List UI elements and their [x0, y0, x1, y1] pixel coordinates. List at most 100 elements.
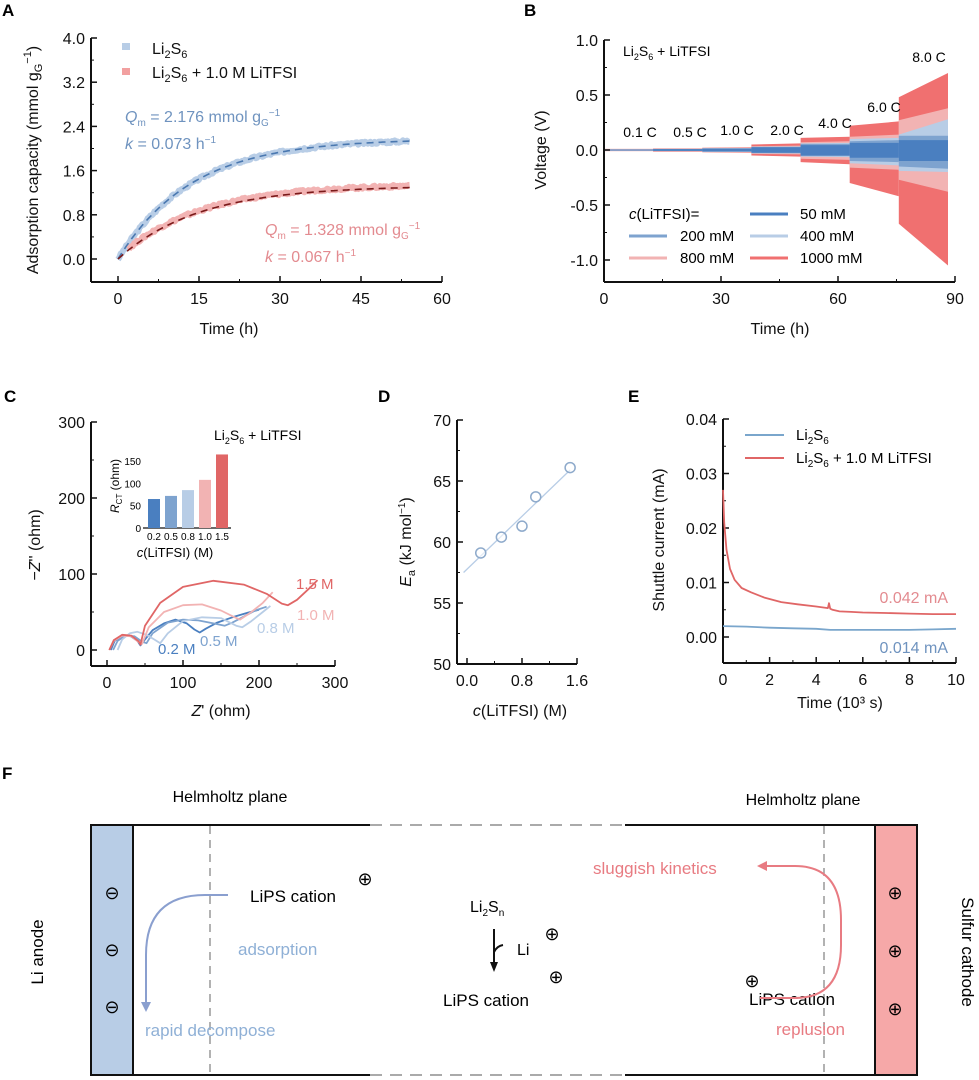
- x-tick-label: 0: [600, 291, 609, 308]
- center-li2sn-label: Li2Sn: [470, 899, 504, 919]
- rapid-decompose-label: rapid decompose: [145, 1021, 275, 1040]
- x-tick-label: 10: [947, 672, 965, 689]
- rate-label: 2.0 C: [770, 122, 803, 138]
- center-lips-cation-label: LiPS cation: [443, 991, 529, 1010]
- panel-a-series: [115, 137, 412, 262]
- x-axis-label-c: Z' (ohm): [190, 703, 250, 720]
- panel-d-series: [463, 461, 576, 573]
- data-point: [564, 461, 576, 474]
- rate-label: 0.5 C: [673, 124, 706, 140]
- legend-label-400mm: 400 mM: [800, 228, 854, 245]
- left-cation-plus-icon: ⊕: [357, 869, 372, 889]
- legend-title-b: c(LiTFSI)=: [629, 206, 700, 223]
- center-arrow-branch: [493, 944, 504, 953]
- rate-label: 8.0 C: [912, 49, 945, 65]
- y-axis-label-a: Adsorption capacity (mmol gG−1): [22, 46, 45, 274]
- left-helmholtz-plane-label: Helmholtz plane: [173, 789, 288, 806]
- cathode-plus-icon-3: ⊕: [887, 999, 902, 1019]
- right-lips-cation-label: LiPS cation: [749, 990, 835, 1009]
- y-tick-label: 2.4: [63, 119, 85, 136]
- panel-d-axes: 0.0 0.8 1.6 50 55 60 65 70: [433, 413, 588, 690]
- li-anode-electrode: [90, 824, 134, 1076]
- right-cation-plus-icon: ⊕: [744, 971, 759, 991]
- y-tick-label: 0.02: [686, 521, 717, 538]
- y-tick-label: 70: [433, 413, 451, 430]
- y-tick-label: 4.0: [63, 31, 85, 48]
- legend-marker-li2s6: [122, 43, 130, 50]
- data-series-li2s6-litfsi: [126, 181, 412, 252]
- left-lips-cation-label: LiPS cation: [250, 887, 336, 906]
- x-tick-label: 0: [719, 672, 728, 689]
- adsorption-arrowhead-icon: [141, 1002, 151, 1012]
- x-tick-label: 100: [170, 675, 197, 692]
- x-tick-label: 0: [103, 675, 112, 692]
- panel-c-series: 0.2 M 0.5 M 0.8 M1.0 M 1.5 M: [108, 576, 335, 658]
- x-axis-label-b: Time (h): [751, 321, 810, 338]
- inset-bar-0.5: [165, 495, 177, 528]
- panel-e-series: [722, 489, 957, 631]
- cathode-plus-icon-2: ⊕: [887, 941, 902, 961]
- nyquist-curve-0.8m: [116, 605, 271, 651]
- annotation-blue-k: k = 0.073 h−1: [125, 135, 216, 153]
- y-tick-label: -1.0: [570, 253, 598, 270]
- annotation-red-qm: Qm = 1.328 mmol gG−1: [265, 221, 421, 242]
- x-tick-label: 45: [352, 291, 370, 308]
- inset-y-tick-label: 100: [124, 479, 141, 490]
- legend-label-200mm: 200 mM: [680, 228, 734, 245]
- inset-bar-0.8: [182, 490, 194, 528]
- x-tick-label: 2: [765, 672, 774, 689]
- voltage-band-50mm-seg6: [898, 140, 948, 161]
- inset-y-tick-label: 0: [135, 524, 141, 535]
- y-tick-label: 0: [76, 643, 85, 660]
- data-point: [495, 531, 508, 543]
- center-li-label: Li: [517, 942, 529, 959]
- panel-c-inset-bar-chart: 0 50 100 150 0.2 0.5 0.8 1.0 1.5: [124, 454, 231, 543]
- panel-c-axes: 0 100 200 300 0 100 200 300: [58, 415, 348, 692]
- y-tick-label: 0.04: [686, 412, 717, 429]
- center-arrowhead-icon: [490, 962, 498, 972]
- voltage-band-50mm-seg4: [800, 145, 850, 156]
- x-axis-label-d: c(LiTFSI) (M): [473, 703, 567, 720]
- rate-label: 0.1 C: [623, 124, 656, 140]
- right-helmholtz-plane-label: Helmholtz plane: [746, 792, 861, 809]
- y-tick-label: -0.5: [570, 198, 598, 215]
- x-tick-label: 4: [812, 672, 821, 689]
- x-tick-label: 0: [114, 291, 123, 308]
- rate-label: 4.0 C: [818, 115, 851, 131]
- x-tick-label: 200: [246, 675, 273, 692]
- inset-y-axis-label: RCT (ohm): [108, 459, 124, 513]
- repulsion-arrow: [760, 865, 842, 999]
- x-tick-label: 0.0: [456, 673, 478, 690]
- y-tick-label: 0.00: [686, 630, 717, 647]
- panel-b-rate-labels: 0.1 C 0.5 C 1.0 C 2.0 C 4.0 C 6.0 C 8.0 C: [623, 49, 945, 140]
- data-point: [530, 491, 542, 503]
- annotation-blue-current: 0.014 mA: [880, 640, 949, 657]
- nyquist-label: 1.5 M: [296, 576, 334, 593]
- adsorption-label: adsorption: [238, 940, 317, 959]
- x-tick-label: 300: [322, 675, 349, 692]
- current-curve-li2s6-litfsi: [722, 489, 956, 615]
- panel-e-axes: 0 2 4 6 8 10 0.00 0.01 0.02 0.03 0.04: [686, 412, 965, 689]
- y-tick-label: 55: [433, 596, 451, 613]
- x-tick-label: 8: [905, 672, 914, 689]
- voltage-band-50mm-seg3: [751, 147, 801, 153]
- panel-f-diagram: F Helmholtz plane Helmholtz plane ⊖ ⊖ ⊖ …: [2, 764, 977, 1076]
- rate-label: 1.0 C: [720, 122, 753, 138]
- y-axis-label-c: −Z'' (ohm): [27, 509, 44, 580]
- anode-minus-icon-2: ⊖: [104, 940, 119, 960]
- nyquist-label: 0.2 M: [158, 641, 196, 658]
- li-anode-label: Li anode: [28, 919, 47, 984]
- x-tick-label: 6: [858, 672, 867, 689]
- y-tick-label: 100: [58, 567, 85, 584]
- replusion-label: replusion: [776, 1020, 845, 1039]
- legend-label-li2s6-litfsi-e: Li2S6 + 1.0 M LiTFSI: [796, 450, 932, 470]
- y-tick-label: 300: [58, 415, 85, 432]
- x-tick-label: 60: [433, 291, 451, 308]
- panel-b-inset-title: Li2S6 + LiTFSI: [623, 43, 710, 62]
- legend-label-50mm: 50 mM: [800, 206, 846, 223]
- x-tick-label: 0.8: [511, 673, 533, 690]
- y-tick-label: 1.6: [63, 164, 85, 181]
- annotation-red-current: 0.042 mA: [880, 590, 949, 607]
